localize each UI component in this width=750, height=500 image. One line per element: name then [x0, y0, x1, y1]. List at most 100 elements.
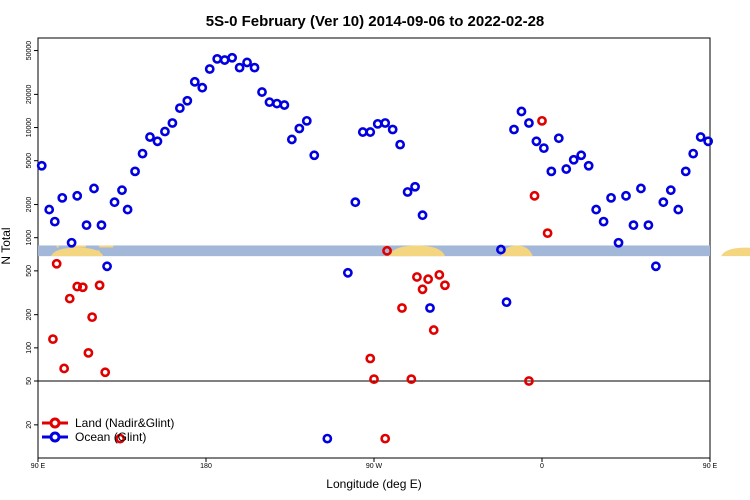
ocean-point	[509, 124, 519, 135]
y-tick-label: 20000	[26, 85, 33, 105]
land-point	[417, 284, 428, 295]
ocean-point	[301, 115, 312, 126]
ocean-point	[309, 150, 320, 161]
ocean-point	[553, 133, 564, 144]
land-point	[77, 282, 88, 293]
map-band-island	[102, 245, 105, 248]
land-point	[412, 272, 422, 282]
ocean-point	[665, 185, 676, 196]
ocean-point	[145, 132, 155, 142]
ocean-point	[322, 433, 333, 444]
x-tick-label: 90 E	[31, 463, 46, 470]
ocean-point	[117, 185, 127, 196]
ocean-point	[234, 62, 245, 73]
ocean-point	[658, 197, 669, 208]
y-tick-label: 200	[26, 309, 33, 321]
map-band-island	[84, 250, 87, 253]
map-band-island	[77, 245, 80, 248]
land-point	[365, 353, 376, 364]
ocean-point	[621, 190, 631, 201]
land-point	[542, 228, 553, 239]
ocean-point	[703, 136, 714, 147]
ocean-point	[197, 82, 208, 93]
legend-ocean-marker	[49, 431, 61, 443]
map-band-island	[99, 245, 102, 248]
map-band-island	[91, 250, 94, 253]
legend: Land (Nadir&Glint) Ocean (Glint)	[42, 416, 174, 444]
land-point	[434, 269, 445, 280]
map-band-island	[79, 245, 82, 248]
map-band-ocean	[38, 245, 710, 257]
ocean-point	[167, 118, 178, 128]
x-axis: 90 E 180 90 W 0 90 E	[31, 458, 718, 470]
ocean-point	[160, 126, 170, 137]
map-band-island	[70, 250, 73, 253]
ocean-point	[636, 183, 646, 194]
ocean-point	[66, 237, 77, 248]
map-band-island	[88, 250, 91, 253]
ocean-point	[44, 204, 55, 215]
chart-title: 5S-0 February (Ver 10) 2014-09-06 to 202…	[206, 13, 545, 30]
map-band-island	[87, 250, 90, 253]
ocean-point	[501, 297, 512, 308]
ocean-point	[122, 204, 133, 215]
series-ocean	[36, 52, 714, 444]
map-band-island	[76, 245, 79, 248]
ocean-point	[538, 143, 549, 154]
x-tick-label: 90 E	[703, 463, 718, 470]
x-tick-label: 180	[200, 463, 212, 470]
map-band-island	[56, 250, 59, 253]
ocean-point	[365, 127, 376, 137]
ocean-point	[72, 190, 83, 201]
ocean-point	[576, 150, 587, 161]
map-band-island	[108, 245, 111, 248]
map-band-island	[67, 250, 70, 253]
map-band-island	[85, 250, 88, 253]
y-tick-label: 100	[26, 342, 33, 354]
map-band-island	[93, 250, 96, 253]
ocean-point	[410, 181, 420, 192]
ocean-point	[496, 244, 506, 255]
ocean-point	[96, 220, 107, 231]
y-tick-label: 20	[26, 421, 33, 429]
legend-item-land: Land (Nadir&Glint)	[42, 416, 174, 430]
map-band-island	[80, 245, 83, 248]
ocean-point	[695, 132, 706, 142]
ocean-point	[152, 136, 163, 147]
land-point	[64, 293, 75, 304]
ocean-point	[57, 192, 68, 203]
ocean-point	[643, 220, 654, 231]
ocean-point	[524, 118, 534, 128]
map-band-land	[721, 247, 750, 257]
map-band-island	[90, 250, 93, 253]
y-axis-label: N Total	[0, 227, 13, 264]
ocean-point	[417, 210, 428, 221]
y-tick-label: 5000	[26, 153, 33, 169]
y-tick-label: 50	[26, 377, 33, 385]
map-band-island	[68, 250, 71, 253]
map-band-island	[100, 245, 103, 248]
ocean-point	[49, 216, 60, 227]
map-band-island	[58, 250, 61, 253]
map-band-island	[62, 250, 65, 253]
ocean-point	[130, 166, 140, 177]
series-land	[48, 115, 553, 444]
map-band-land	[396, 250, 412, 257]
ocean-point	[279, 100, 290, 110]
map-band-island	[97, 250, 100, 253]
ocean-point	[680, 166, 691, 177]
map-band-island	[103, 245, 106, 248]
map-band-land	[51, 247, 104, 257]
legend-ocean-label: Ocean (Glint)	[75, 430, 146, 444]
land-point	[72, 281, 83, 292]
ocean-point	[102, 261, 112, 272]
map-band-island	[106, 245, 109, 248]
plot-area: 20 50 100 200 500 1000 2000 5000 10000 20000 50000…	[26, 37, 750, 470]
ocean-point	[650, 261, 661, 272]
ocean-point	[249, 62, 260, 73]
land-point	[83, 347, 94, 358]
ocean-point	[89, 183, 99, 194]
map-band	[38, 245, 750, 257]
land-point	[423, 274, 434, 285]
